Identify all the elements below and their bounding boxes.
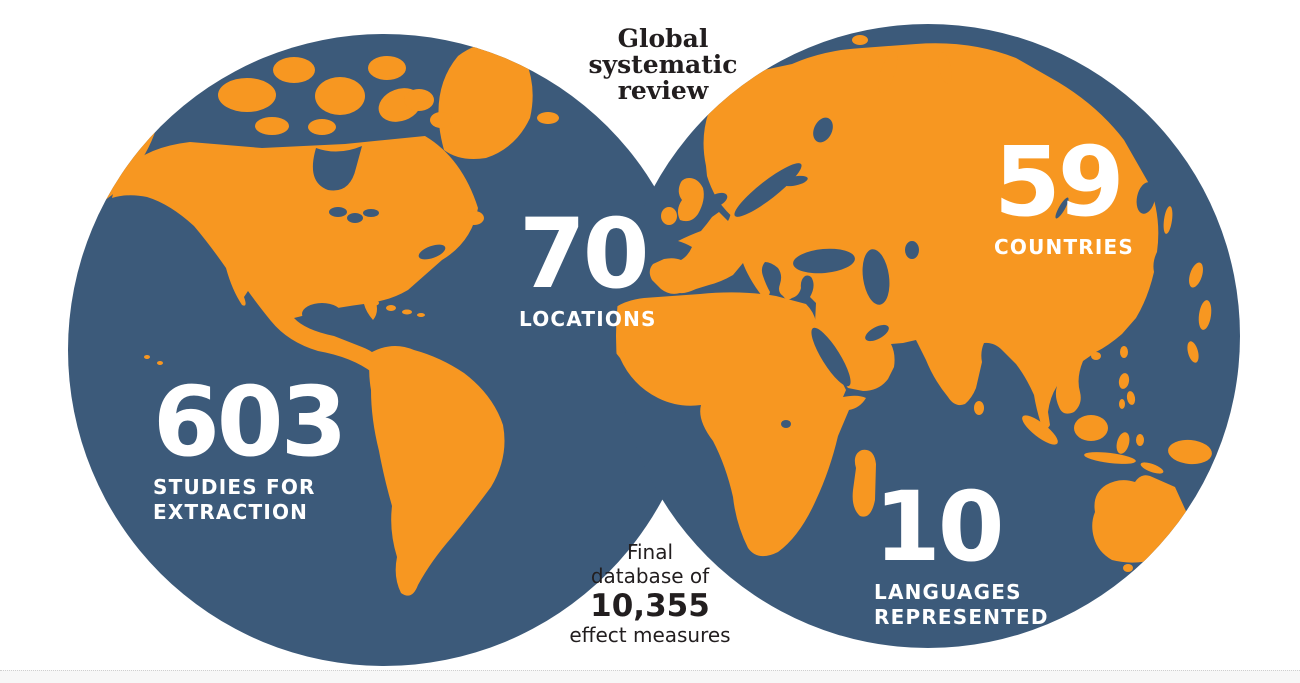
gulf-of-mexico bbox=[302, 303, 342, 325]
japan-islands bbox=[1163, 206, 1212, 363]
stat-locations-value: 70 bbox=[519, 198, 650, 310]
north-america-landmass bbox=[112, 136, 478, 373]
stat-countries-label: COUNTRIES bbox=[994, 235, 1135, 259]
great-britain-island bbox=[677, 178, 704, 222]
note-intro: Final database of bbox=[590, 540, 710, 588]
hawaii-islands bbox=[144, 355, 163, 365]
great-lakes bbox=[347, 213, 363, 223]
great-lakes bbox=[363, 209, 379, 217]
gulf-of-finland bbox=[782, 175, 808, 187]
arctic-islands-east bbox=[852, 35, 952, 94]
great-lakes bbox=[329, 207, 347, 217]
stat-countries: 59 COUNTRIES bbox=[994, 134, 1134, 260]
tasmania-island bbox=[1123, 564, 1133, 572]
eurasia-landmass bbox=[649, 43, 1159, 429]
madagascar-island bbox=[852, 449, 876, 517]
caribbean-islands bbox=[367, 300, 425, 317]
note-suffix: effect measures bbox=[569, 623, 731, 647]
newfoundland-island bbox=[464, 211, 484, 225]
final-database-note: Final database of 10,355 effect measures bbox=[555, 540, 745, 647]
ireland-island bbox=[661, 207, 677, 225]
stat-locations: 70 LOCATIONS bbox=[519, 206, 657, 332]
canadian-arctic-islands bbox=[218, 56, 452, 135]
land-eastern-hemisphere bbox=[616, 35, 1212, 572]
white-sea bbox=[813, 117, 833, 143]
inland-waters-east bbox=[706, 117, 1156, 428]
indonesia-islands bbox=[1022, 415, 1212, 474]
stat-studies-value: 603 bbox=[153, 366, 347, 478]
sea-of-okhotsk bbox=[1136, 182, 1156, 214]
stat-languages-label: LANGUAGES REPRESENTED bbox=[874, 580, 1049, 629]
footer-strip bbox=[0, 670, 1300, 683]
iceland-island bbox=[537, 112, 559, 124]
globe-western-hemisphere bbox=[68, 34, 700, 666]
red-sea bbox=[811, 327, 851, 387]
black-sea bbox=[793, 248, 855, 274]
baltic-sea bbox=[734, 163, 802, 217]
lake-baikal bbox=[1055, 197, 1069, 219]
globe-eastern-hemisphere bbox=[616, 24, 1240, 648]
greenland-landmass bbox=[438, 42, 533, 159]
stat-locations-label: LOCATIONS bbox=[519, 307, 657, 331]
persian-gulf bbox=[865, 324, 889, 342]
africa-landmass bbox=[616, 292, 866, 557]
hainan-island bbox=[1091, 352, 1101, 360]
australia-landmass bbox=[1092, 475, 1190, 563]
stat-countries-value: 59 bbox=[994, 126, 1125, 238]
sri-lanka-island bbox=[974, 401, 984, 415]
stat-studies-label: STUDIES FOR EXTRACTION bbox=[153, 475, 316, 524]
caspian-sea bbox=[862, 249, 890, 305]
stat-studies: 603 STUDIES FOR EXTRACTION bbox=[153, 366, 347, 525]
taiwan-island bbox=[1120, 346, 1128, 358]
page-title: Global systematic review bbox=[588, 24, 738, 105]
south-america-landmass bbox=[369, 345, 505, 596]
hudson-bay bbox=[312, 146, 362, 191]
stat-languages: 10 LANGUAGES REPRESENTED bbox=[874, 479, 1049, 630]
stat-languages-value: 10 bbox=[874, 471, 1005, 583]
lake-victoria bbox=[781, 420, 791, 428]
skagerrak-strait bbox=[706, 192, 728, 208]
inland-waters-west bbox=[302, 146, 446, 325]
gulf-of-st-lawrence bbox=[418, 244, 446, 260]
aral-sea bbox=[905, 241, 919, 259]
philippines-islands bbox=[1118, 373, 1136, 409]
note-value: 10,355 bbox=[590, 588, 710, 624]
